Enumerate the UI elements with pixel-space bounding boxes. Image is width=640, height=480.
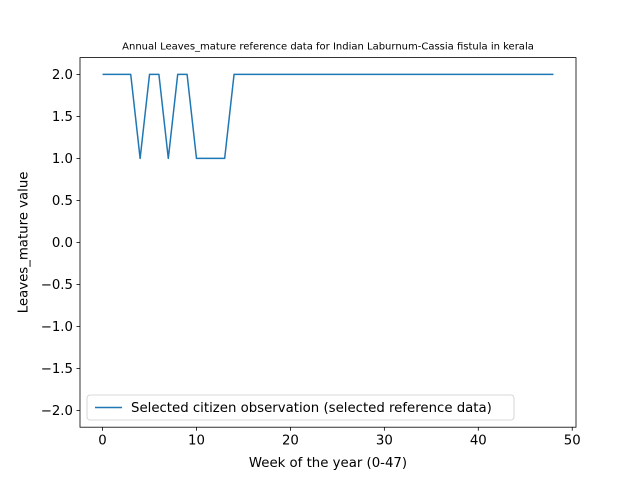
x-axis-label: Week of the year (0-47) [249, 456, 407, 471]
data-point [402, 74, 404, 76]
y-tick-label: 2.0 [52, 68, 73, 83]
data-point [346, 74, 348, 76]
y-tick-label: 1.0 [52, 152, 73, 167]
data-point [196, 158, 198, 160]
data-point [534, 74, 536, 76]
data-point [271, 74, 273, 76]
y-tick-label: 0.0 [52, 236, 73, 251]
data-point [506, 74, 508, 76]
data-point [487, 74, 489, 76]
data-point [421, 74, 423, 76]
data-point [139, 158, 141, 160]
data-point [459, 74, 461, 76]
y-tick-label: −2.0 [41, 404, 73, 419]
y-axis-label: Leaves_mature value [17, 172, 32, 314]
data-point [336, 74, 338, 76]
data-point [524, 74, 526, 76]
data-point [383, 74, 385, 76]
data-point [243, 74, 245, 76]
y-tick-label: 1.5 [52, 110, 73, 125]
x-tick-label: 30 [376, 434, 393, 449]
legend-frame [86, 394, 515, 421]
data-point [496, 74, 498, 76]
x-tick-label: 0 [98, 434, 106, 449]
data-point [543, 74, 545, 76]
data-point [280, 74, 282, 76]
data-point [167, 158, 169, 160]
data-point [355, 74, 357, 76]
data-point [318, 74, 320, 76]
data-point [308, 74, 310, 76]
data-point [102, 74, 104, 76]
data-point [327, 74, 329, 76]
x-tick-label: 50 [564, 434, 581, 449]
data-point [111, 74, 113, 76]
data-point [412, 74, 414, 76]
data-point [374, 74, 376, 76]
legend-entry: Selected citizen observation (selected r… [131, 401, 492, 416]
data-point [440, 74, 442, 76]
x-tick-label: 20 [282, 434, 299, 449]
data-point [468, 74, 470, 76]
data-point [430, 74, 432, 76]
data-point [186, 74, 188, 76]
data-point [365, 74, 367, 76]
chart-title: Annual Leaves_mature reference data for … [122, 42, 534, 53]
data-point [252, 74, 254, 76]
data-point [224, 158, 226, 160]
plot-area [79, 57, 577, 428]
data-point [158, 74, 160, 76]
y-axis-ticks: −2.0 −1.5 −1.0 −0.5 0.0 0.5 1.0 1.5 2.0 [41, 68, 80, 419]
data-point [233, 74, 235, 76]
plot-frame [79, 57, 577, 428]
data-point [205, 158, 207, 160]
data-point [120, 74, 122, 76]
data-point [449, 74, 451, 76]
x-axis-ticks: 0 10 20 30 40 50 [98, 427, 581, 449]
data-point [130, 74, 132, 76]
y-tick-label: −1.0 [41, 320, 73, 335]
data-point [214, 158, 216, 160]
y-tick-label: −1.5 [41, 362, 73, 377]
data-point [149, 74, 151, 76]
data-point [177, 74, 179, 76]
x-tick-label: 40 [470, 434, 487, 449]
x-tick-label: 10 [188, 434, 205, 449]
legend: Selected citizen observation (selected r… [86, 394, 515, 421]
data-point [515, 74, 517, 76]
data-point [299, 74, 301, 76]
y-tick-label: 0.5 [52, 194, 73, 209]
data-point [393, 74, 395, 76]
data-point [261, 74, 263, 76]
data-point [477, 74, 479, 76]
series-line [102, 73, 554, 160]
data-point [553, 74, 555, 76]
data-point [290, 74, 292, 76]
y-tick-label: −0.5 [41, 278, 73, 293]
